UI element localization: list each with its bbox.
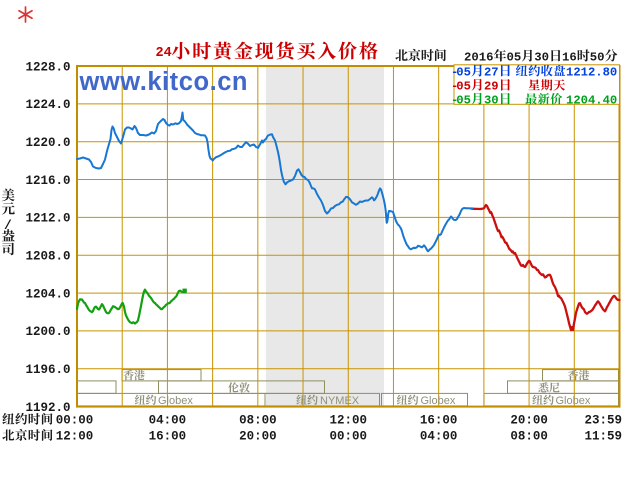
svg-text:1204.40: 1204.40 (566, 93, 617, 107)
svg-text:20:00: 20:00 (239, 430, 277, 444)
svg-text:00:00: 00:00 (329, 430, 367, 444)
svg-text:30: 30 (484, 93, 499, 107)
svg-text:27: 27 (484, 65, 499, 79)
svg-text:1224.0: 1224.0 (25, 98, 70, 112)
svg-text:05: 05 (507, 50, 522, 64)
svg-text:00:00: 00:00 (56, 414, 94, 428)
svg-text:05: 05 (456, 65, 471, 79)
svg-text:1196.0: 1196.0 (25, 363, 70, 377)
svg-text:/: / (4, 218, 12, 233)
svg-text:12:00: 12:00 (56, 430, 94, 444)
svg-text:08:00: 08:00 (510, 430, 548, 444)
svg-text:16:00: 16:00 (149, 430, 187, 444)
svg-text:30: 30 (534, 50, 549, 64)
svg-text:NYMEX: NYMEX (320, 395, 360, 407)
svg-text:16: 16 (562, 50, 577, 64)
svg-text:24: 24 (156, 46, 172, 61)
svg-text:12:00: 12:00 (329, 414, 367, 428)
svg-text:1216.0: 1216.0 (25, 174, 70, 188)
svg-text:1200.0: 1200.0 (25, 325, 70, 339)
svg-text:05: 05 (456, 80, 471, 94)
svg-text:Globex: Globex (158, 395, 193, 407)
svg-text:11:59: 11:59 (584, 430, 622, 444)
svg-text:-: - (451, 93, 458, 107)
svg-text:Globex: Globex (421, 395, 456, 407)
svg-text:1212.80: 1212.80 (566, 65, 617, 79)
svg-text:50: 50 (590, 50, 605, 64)
svg-text:www.kitco.cn: www.kitco.cn (79, 68, 248, 96)
svg-text:04:00: 04:00 (420, 430, 458, 444)
svg-text:2016: 2016 (464, 50, 494, 64)
svg-text:1208.0: 1208.0 (25, 250, 70, 264)
svg-text:20:00: 20:00 (510, 414, 548, 428)
svg-text:08:00: 08:00 (239, 414, 277, 428)
svg-text:05: 05 (456, 93, 471, 107)
svg-text:1192.0: 1192.0 (25, 401, 70, 415)
svg-text:1204.0: 1204.0 (25, 287, 70, 301)
svg-text:1228.0: 1228.0 (25, 60, 70, 74)
svg-text:Globex: Globex (556, 395, 591, 407)
svg-text:23:59: 23:59 (584, 414, 622, 428)
svg-text:29: 29 (484, 80, 499, 94)
svg-text:1220.0: 1220.0 (25, 136, 70, 150)
svg-text:1212.0: 1212.0 (25, 212, 70, 226)
svg-text:16:00: 16:00 (420, 414, 458, 428)
svg-text:-: - (451, 80, 458, 94)
svg-text:04:00: 04:00 (149, 414, 187, 428)
svg-text:-: - (451, 65, 458, 79)
